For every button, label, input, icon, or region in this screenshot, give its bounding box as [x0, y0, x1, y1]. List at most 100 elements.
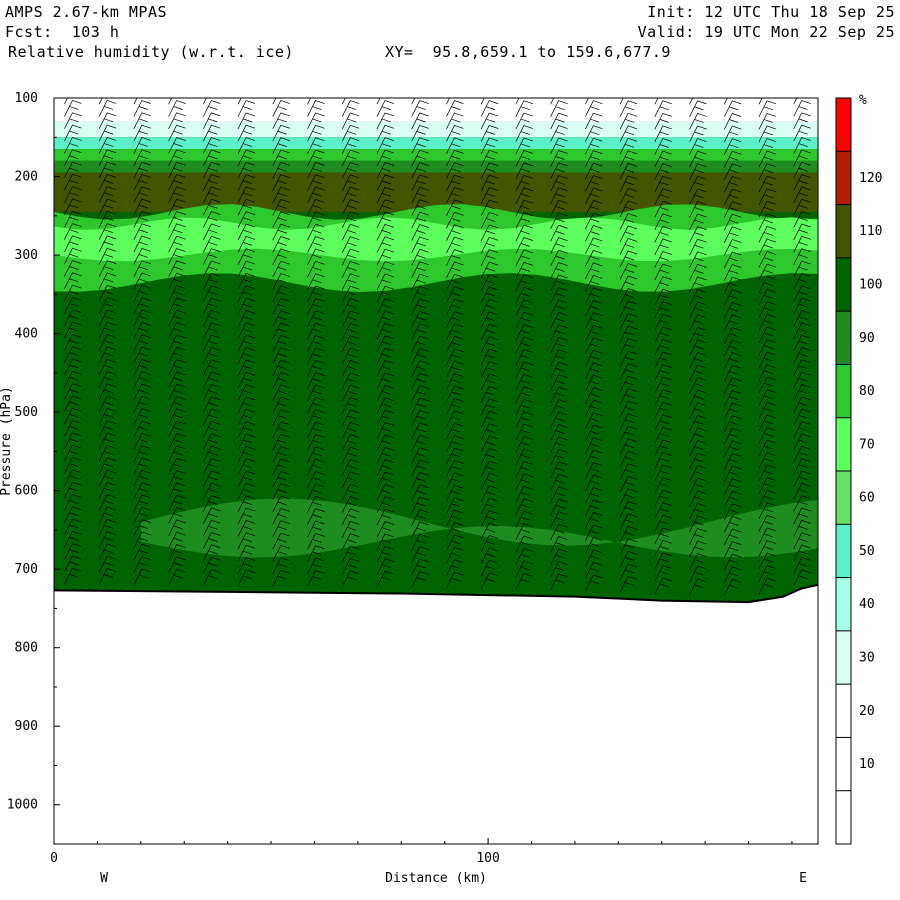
wind-barb — [654, 489, 672, 507]
wind-barb — [203, 482, 221, 500]
wind-barb — [550, 473, 568, 491]
wind-barb — [272, 273, 290, 290]
wind-barb — [515, 386, 533, 403]
wind-barb — [758, 527, 777, 545]
wind-barb — [654, 514, 672, 532]
wind-barb — [793, 421, 811, 438]
wind-barb — [203, 445, 221, 463]
wind-barb — [585, 299, 603, 317]
wind-barb — [689, 201, 707, 218]
wind-barb — [168, 494, 186, 512]
wind-barb — [98, 358, 117, 376]
wind-barb — [64, 149, 82, 166]
wind-barb — [793, 198, 811, 216]
wind-barb — [341, 248, 360, 266]
wind-barb — [307, 545, 325, 562]
wind-barb — [758, 150, 777, 168]
wind-barb — [307, 199, 325, 216]
wind-barb — [480, 98, 485, 105]
wind-barb — [168, 568, 186, 586]
wind-barb — [203, 420, 221, 438]
wind-barb — [550, 336, 568, 354]
wind-barb — [689, 251, 707, 268]
wind-barb — [585, 374, 603, 392]
wind-barb — [237, 273, 256, 290]
wind-barb — [98, 124, 117, 142]
wind-barb — [237, 470, 256, 488]
wind-barb — [98, 494, 117, 511]
wind-barb — [341, 471, 360, 488]
wind-barb — [168, 507, 186, 524]
wind-barb — [341, 335, 360, 352]
header-xy: XY= 95.8,659.1 to 159.6,677.9 — [385, 43, 671, 61]
wind-barb — [98, 531, 117, 548]
wind-barb — [723, 314, 742, 332]
wind-barb — [723, 516, 742, 533]
wind-barb — [723, 528, 742, 546]
wind-barb — [272, 98, 277, 105]
wind-barb — [654, 552, 672, 570]
wind-barb — [341, 199, 360, 216]
wind-barb — [758, 263, 777, 281]
y-tick-label: 400 — [15, 327, 38, 342]
wind-barb — [585, 574, 603, 592]
wind-barb — [793, 272, 811, 290]
header-fcst: Fcst: 103 h — [5, 23, 120, 41]
wind-barb — [203, 383, 221, 401]
wind-barb — [793, 186, 811, 204]
wind-barb — [619, 250, 638, 268]
wind-barb — [585, 125, 603, 142]
colorbar-swatch — [836, 524, 851, 578]
wind-barb — [272, 211, 290, 228]
wind-barb — [307, 285, 325, 303]
wind-barb — [168, 544, 186, 561]
wind-barb — [758, 112, 777, 130]
wind-barb — [237, 458, 256, 475]
wind-barb — [411, 149, 429, 167]
wind-barb — [307, 310, 325, 327]
wind-barb — [272, 446, 290, 463]
wind-barb — [689, 138, 707, 155]
wind-barb — [168, 334, 186, 352]
wind-barb — [237, 532, 256, 549]
wind-barb — [585, 100, 603, 117]
wind-barb — [237, 235, 256, 253]
wind-barb — [341, 446, 360, 464]
wind-barb — [619, 338, 638, 355]
wind-barb — [341, 508, 360, 526]
wind-barb — [203, 495, 221, 512]
wind-barb — [341, 186, 360, 204]
wind-barb — [585, 499, 603, 517]
wind-barb — [376, 98, 381, 105]
wind-barb — [723, 377, 742, 395]
wind-barb — [411, 261, 429, 278]
wind-barb — [272, 371, 290, 389]
wind-barb — [64, 124, 82, 142]
wind-barb — [341, 149, 360, 167]
wind-barb — [550, 536, 568, 553]
wind-barb — [98, 186, 117, 203]
wind-barb — [341, 570, 360, 587]
east-label: E — [799, 871, 807, 886]
wind-barb — [98, 555, 117, 573]
wind-barb — [307, 174, 325, 191]
wind-barb — [550, 311, 568, 329]
wind-barb — [550, 299, 568, 317]
wind-barb — [689, 226, 707, 243]
wind-barb — [411, 484, 429, 501]
wind-barb — [515, 535, 533, 553]
wind-barb — [619, 175, 638, 193]
wind-barb — [307, 483, 325, 501]
wind-barb — [307, 161, 325, 179]
wind-barb — [272, 223, 290, 241]
x-axis-title: Distance (km) — [385, 871, 487, 886]
wind-barb — [689, 113, 707, 130]
wind-barb — [619, 538, 638, 556]
wind-barb — [654, 338, 672, 356]
wind-barb — [480, 435, 499, 453]
colorbar-swatch — [836, 364, 851, 418]
wind-barb — [307, 297, 325, 315]
wind-barb — [689, 150, 707, 168]
wind-barb — [480, 162, 499, 179]
wind-barb — [341, 273, 360, 290]
